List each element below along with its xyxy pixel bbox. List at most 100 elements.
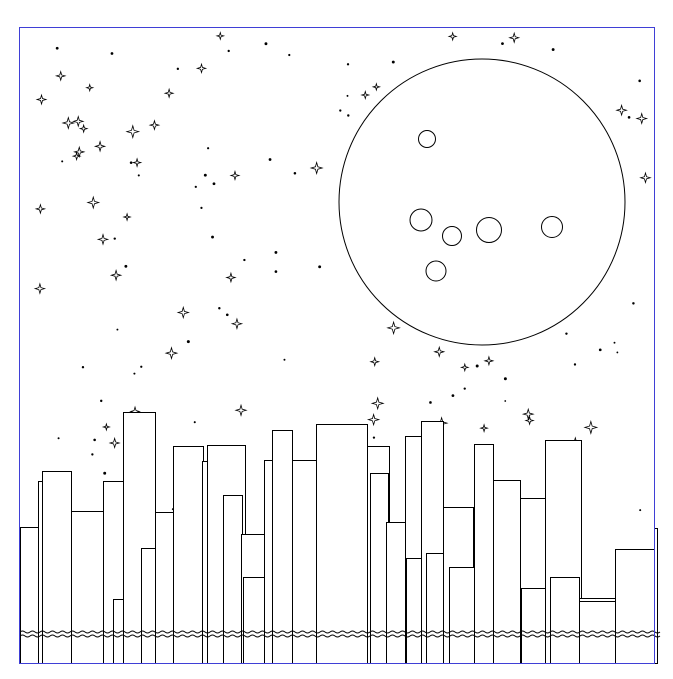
building (615, 549, 655, 664)
star (309, 161, 324, 176)
star-dot (61, 160, 64, 163)
star (229, 169, 241, 182)
star-dot (243, 258, 246, 262)
building (155, 512, 174, 664)
building (316, 424, 368, 664)
building (223, 495, 243, 664)
star-dot (200, 206, 203, 209)
star (371, 82, 382, 92)
building (474, 444, 494, 664)
star-dot (193, 421, 196, 424)
star-dot (565, 332, 568, 335)
star (131, 157, 143, 168)
moon-disc (338, 58, 626, 346)
star-dot (551, 48, 555, 51)
star (93, 140, 107, 153)
star-dot (227, 49, 230, 53)
star-dot (632, 302, 635, 305)
star (386, 320, 401, 336)
star-dot (103, 471, 107, 475)
star (109, 268, 123, 282)
moon-crater (418, 130, 436, 148)
star-dot (451, 394, 455, 398)
wave-line (19, 630, 661, 634)
star (122, 212, 132, 222)
star (447, 31, 458, 42)
star-dot (346, 63, 350, 66)
star-dot (218, 307, 221, 310)
moon-crater (409, 208, 433, 232)
star (34, 203, 47, 215)
star (125, 124, 141, 139)
star-dot (55, 46, 59, 50)
star-dot (347, 114, 350, 117)
star-dot (504, 400, 507, 402)
star-dot (627, 116, 631, 119)
star (635, 112, 649, 125)
star-dot (212, 182, 216, 186)
star-dot (100, 399, 103, 403)
star-dot (133, 372, 136, 375)
star-dot (225, 313, 229, 317)
star (71, 115, 85, 128)
star (366, 412, 381, 427)
star-dot (91, 453, 94, 456)
star-dot (140, 365, 143, 368)
star (101, 422, 111, 432)
star-dot (194, 185, 197, 188)
star-dot (503, 377, 507, 381)
star (230, 317, 244, 330)
building (550, 577, 580, 664)
star-dot (268, 158, 272, 161)
star-dot (293, 172, 297, 175)
wave-line (19, 634, 661, 638)
star (615, 103, 628, 117)
star-dot (288, 53, 291, 57)
star-dot (57, 437, 60, 440)
star (73, 145, 86, 159)
star (78, 123, 89, 134)
star-dot (186, 340, 190, 344)
star-dot (81, 366, 85, 369)
star (521, 407, 535, 421)
building (386, 522, 408, 664)
moon-crater (425, 260, 447, 282)
building (42, 471, 72, 664)
star (369, 356, 381, 368)
star-dot (573, 363, 577, 366)
star (54, 70, 67, 82)
star-dot (176, 67, 180, 71)
star (370, 396, 385, 411)
star-dot (113, 237, 116, 240)
star-dot (318, 265, 322, 269)
moon-crater (476, 217, 502, 243)
star (176, 305, 190, 320)
building (173, 446, 204, 664)
star-dot (598, 348, 602, 352)
star (96, 233, 110, 246)
star-dot (638, 79, 641, 83)
star-dot (639, 509, 642, 512)
building (493, 480, 521, 664)
star (61, 116, 76, 130)
star-dot (501, 42, 504, 46)
building (579, 601, 616, 664)
building (272, 430, 293, 664)
star-dot (339, 109, 342, 112)
star-dot (116, 328, 119, 331)
star-dot (346, 94, 349, 97)
star (459, 362, 470, 373)
moon-crater (541, 216, 563, 238)
star-dot (613, 341, 616, 344)
star (360, 90, 371, 100)
star-dot (616, 351, 619, 354)
star (433, 345, 446, 358)
star (583, 420, 599, 435)
building (243, 577, 265, 664)
drawing-frame (19, 27, 655, 664)
star (479, 423, 489, 433)
star (35, 93, 48, 106)
star (33, 282, 47, 295)
star (225, 271, 237, 284)
